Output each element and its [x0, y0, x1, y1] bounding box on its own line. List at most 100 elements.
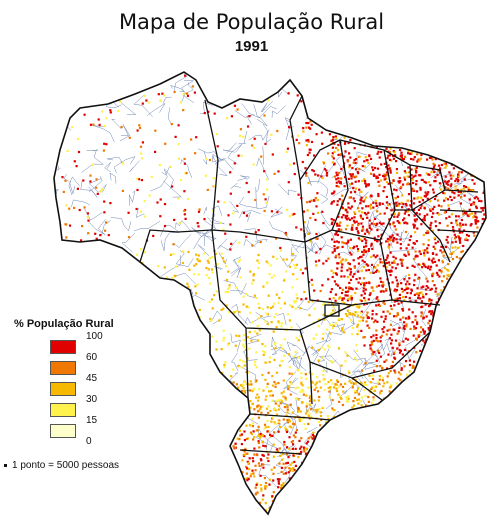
population-dot — [415, 351, 418, 354]
population-dot — [276, 211, 279, 214]
population-dot — [350, 253, 353, 256]
population-dot — [413, 265, 416, 268]
population-dot — [252, 387, 255, 390]
population-dot — [304, 167, 307, 170]
population-dot — [157, 265, 160, 268]
population-dot — [282, 482, 285, 485]
population-dot — [341, 263, 344, 266]
population-dot — [373, 223, 376, 226]
population-dot — [402, 316, 405, 319]
population-dot — [295, 293, 298, 296]
population-dot — [408, 175, 411, 178]
population-dot — [235, 383, 238, 386]
population-dot — [378, 221, 381, 224]
population-dot — [292, 273, 295, 276]
population-dot — [375, 365, 379, 368]
population-dot — [457, 234, 460, 238]
population-dot — [387, 164, 390, 167]
population-dot — [347, 206, 350, 209]
population-dot — [356, 398, 359, 402]
population-dot — [272, 455, 275, 458]
population-dot — [285, 429, 288, 432]
population-dot — [287, 387, 290, 391]
population-dot — [328, 133, 331, 136]
population-dot — [194, 285, 197, 288]
population-dot — [353, 159, 356, 162]
population-dot — [82, 179, 85, 182]
population-dot — [338, 317, 341, 320]
population-dot — [299, 307, 302, 310]
population-dot — [407, 182, 410, 185]
population-dot — [238, 258, 241, 261]
population-dot — [300, 382, 303, 385]
population-dot — [361, 259, 364, 262]
population-dot — [417, 334, 420, 337]
municipal-border — [262, 146, 264, 165]
municipal-border — [448, 182, 463, 191]
population-dot — [236, 204, 239, 207]
population-dot — [177, 143, 180, 146]
population-dot — [390, 383, 393, 386]
population-dot — [266, 430, 269, 433]
population-dot — [313, 388, 316, 391]
population-dot — [335, 222, 338, 225]
population-dot — [469, 224, 472, 227]
population-dot — [336, 224, 339, 227]
population-dot — [425, 315, 428, 318]
population-dot — [415, 292, 418, 295]
population-dot — [440, 269, 443, 273]
population-dot — [382, 320, 386, 323]
population-dot — [349, 173, 352, 176]
population-dot — [367, 249, 370, 252]
population-dot — [376, 264, 379, 267]
population-dot — [279, 402, 282, 405]
population-dot — [427, 265, 430, 268]
population-dot — [259, 474, 262, 477]
municipal-border — [307, 237, 321, 254]
municipal-border — [190, 288, 194, 295]
population-dot — [264, 398, 267, 401]
population-dot — [408, 277, 411, 280]
population-dot — [350, 174, 353, 177]
population-dot — [343, 155, 346, 158]
population-dot — [361, 217, 364, 220]
population-dot — [376, 269, 379, 272]
population-dot — [289, 381, 292, 384]
population-dot — [386, 254, 389, 257]
population-dot — [278, 322, 281, 325]
population-dot — [97, 118, 100, 121]
population-dot — [405, 247, 408, 250]
population-dot — [339, 221, 342, 224]
population-dot — [333, 249, 336, 253]
population-dot — [430, 299, 433, 302]
population-dot — [418, 200, 421, 203]
population-dot — [370, 263, 374, 266]
population-dot — [405, 323, 408, 326]
population-dot — [349, 156, 352, 159]
population-dot — [411, 311, 414, 314]
population-dot — [337, 253, 340, 256]
population-dot — [316, 192, 319, 195]
population-dot — [346, 160, 350, 163]
population-dot — [277, 170, 280, 173]
population-dot — [348, 281, 351, 284]
population-dot — [197, 210, 201, 213]
population-dot — [389, 385, 392, 388]
population-dot — [240, 366, 243, 369]
population-dot — [303, 446, 306, 449]
population-dot — [353, 221, 356, 224]
population-dot — [433, 197, 437, 201]
population-dot — [429, 184, 432, 187]
municipal-border — [320, 355, 347, 379]
population-dot — [109, 202, 112, 205]
population-dot — [354, 356, 357, 360]
population-dot — [294, 436, 297, 439]
population-dot — [405, 287, 408, 291]
population-dot — [416, 197, 419, 200]
municipal-border — [338, 251, 351, 256]
municipal-border — [147, 103, 166, 116]
population-dot — [357, 262, 360, 265]
population-dot — [105, 143, 108, 146]
population-dot — [253, 294, 256, 297]
municipal-border — [88, 178, 107, 193]
